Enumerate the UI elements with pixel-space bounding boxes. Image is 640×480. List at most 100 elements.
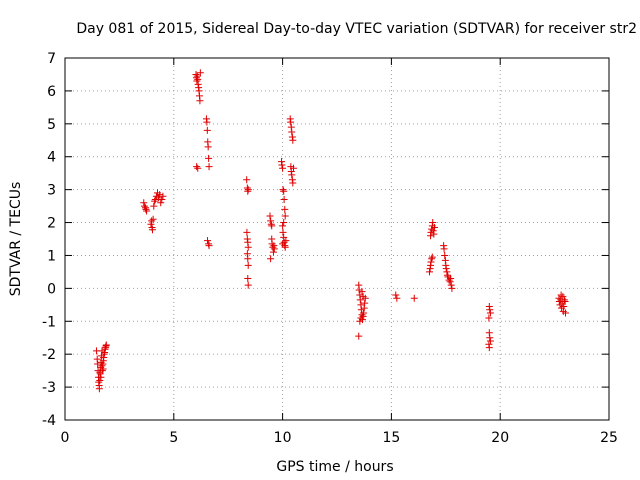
y-tick-label: 6 [47, 84, 56, 100]
data-point [279, 222, 287, 230]
data-point [243, 228, 251, 236]
data-point [557, 291, 565, 299]
data-point [356, 317, 364, 325]
data-point [204, 237, 212, 245]
data-point [205, 242, 213, 250]
data-point [244, 186, 252, 194]
y-tick-label: 3 [47, 183, 56, 199]
data-point [205, 163, 213, 171]
data-point [203, 126, 211, 134]
data-point [442, 265, 450, 273]
data-point [148, 217, 156, 225]
data-point [485, 314, 493, 322]
data-point [279, 228, 287, 236]
data-point [96, 368, 104, 376]
y-tick-label: -4 [42, 413, 56, 429]
data-point [193, 163, 201, 171]
data-point [140, 202, 148, 210]
data-point [447, 281, 455, 289]
x-tick-label: 20 [491, 430, 509, 446]
data-point [360, 309, 368, 317]
data-point [358, 288, 366, 296]
data-point [98, 362, 106, 370]
data-point [268, 240, 276, 248]
data-point [427, 258, 435, 266]
data-point [288, 171, 296, 179]
data-point [359, 293, 367, 301]
y-tick-label: -1 [42, 314, 56, 330]
data-point [280, 187, 288, 195]
data-point [486, 337, 494, 345]
x-tick-label: 5 [169, 430, 178, 446]
y-tick-label: -3 [42, 380, 56, 396]
data-point [357, 314, 365, 322]
data-point [280, 219, 288, 227]
y-tick-labels: -4 -3 -2 -1 0 1 2 3 4 5 6 7 [42, 51, 56, 429]
y-tick-label: 7 [47, 51, 56, 67]
data-point [430, 223, 438, 231]
data-point [97, 373, 105, 381]
data-point [279, 240, 287, 248]
data-point [194, 164, 202, 172]
data-point [143, 207, 151, 215]
data-point [428, 255, 436, 263]
data-point [149, 215, 157, 223]
chart-title: Day 081 of 2015, Sidereal Day-to-day VTE… [76, 21, 637, 37]
data-point [196, 69, 204, 77]
y-tick-label: 1 [47, 248, 56, 264]
data-point [140, 199, 148, 207]
data-point [99, 365, 107, 373]
data-point [560, 302, 568, 310]
data-point [243, 176, 251, 184]
data-point [280, 196, 288, 204]
x-axis-label: GPS time / hours [276, 459, 393, 475]
grid [65, 58, 609, 420]
data-point [159, 192, 167, 200]
data-point [158, 196, 166, 204]
y-tick-label: 5 [47, 117, 56, 133]
data-point [282, 237, 290, 245]
data-point [447, 274, 455, 282]
x-tick-labels: 0 5 10 15 20 25 [61, 430, 618, 446]
data-point [281, 205, 289, 213]
data-point [157, 199, 165, 207]
data-point [289, 164, 297, 172]
data-point [96, 377, 104, 385]
x-tick-label: 25 [600, 430, 618, 446]
data-point [204, 143, 212, 151]
data-point [151, 196, 159, 204]
data-point [445, 276, 453, 284]
data-point [485, 344, 493, 352]
data-point [425, 268, 433, 276]
y-tick-label: 4 [47, 150, 56, 166]
data-point [244, 261, 252, 269]
data-point [560, 296, 568, 304]
axis-ticks [64, 57, 610, 421]
data-point [268, 222, 276, 230]
data-point [95, 385, 103, 393]
data-point [410, 294, 418, 302]
data-point [147, 220, 155, 228]
data-point [440, 245, 448, 253]
data-point [441, 251, 449, 259]
data-point [244, 274, 252, 282]
data-point [287, 118, 295, 126]
data-point [561, 298, 569, 306]
data-point [203, 118, 211, 126]
data-point [486, 309, 494, 317]
data-point [429, 219, 437, 227]
data-point [269, 243, 277, 251]
data-point [361, 299, 369, 307]
data-point [102, 341, 110, 349]
data-point [196, 97, 204, 105]
data-point [151, 197, 159, 205]
data-point [270, 245, 278, 253]
data-point [279, 186, 287, 194]
data-point [156, 191, 164, 199]
data-point [486, 334, 494, 342]
data-point [278, 161, 286, 169]
data-point [430, 230, 438, 238]
data-point [486, 306, 494, 314]
y-axis-label: SDTVAR / TECUs [8, 182, 24, 297]
